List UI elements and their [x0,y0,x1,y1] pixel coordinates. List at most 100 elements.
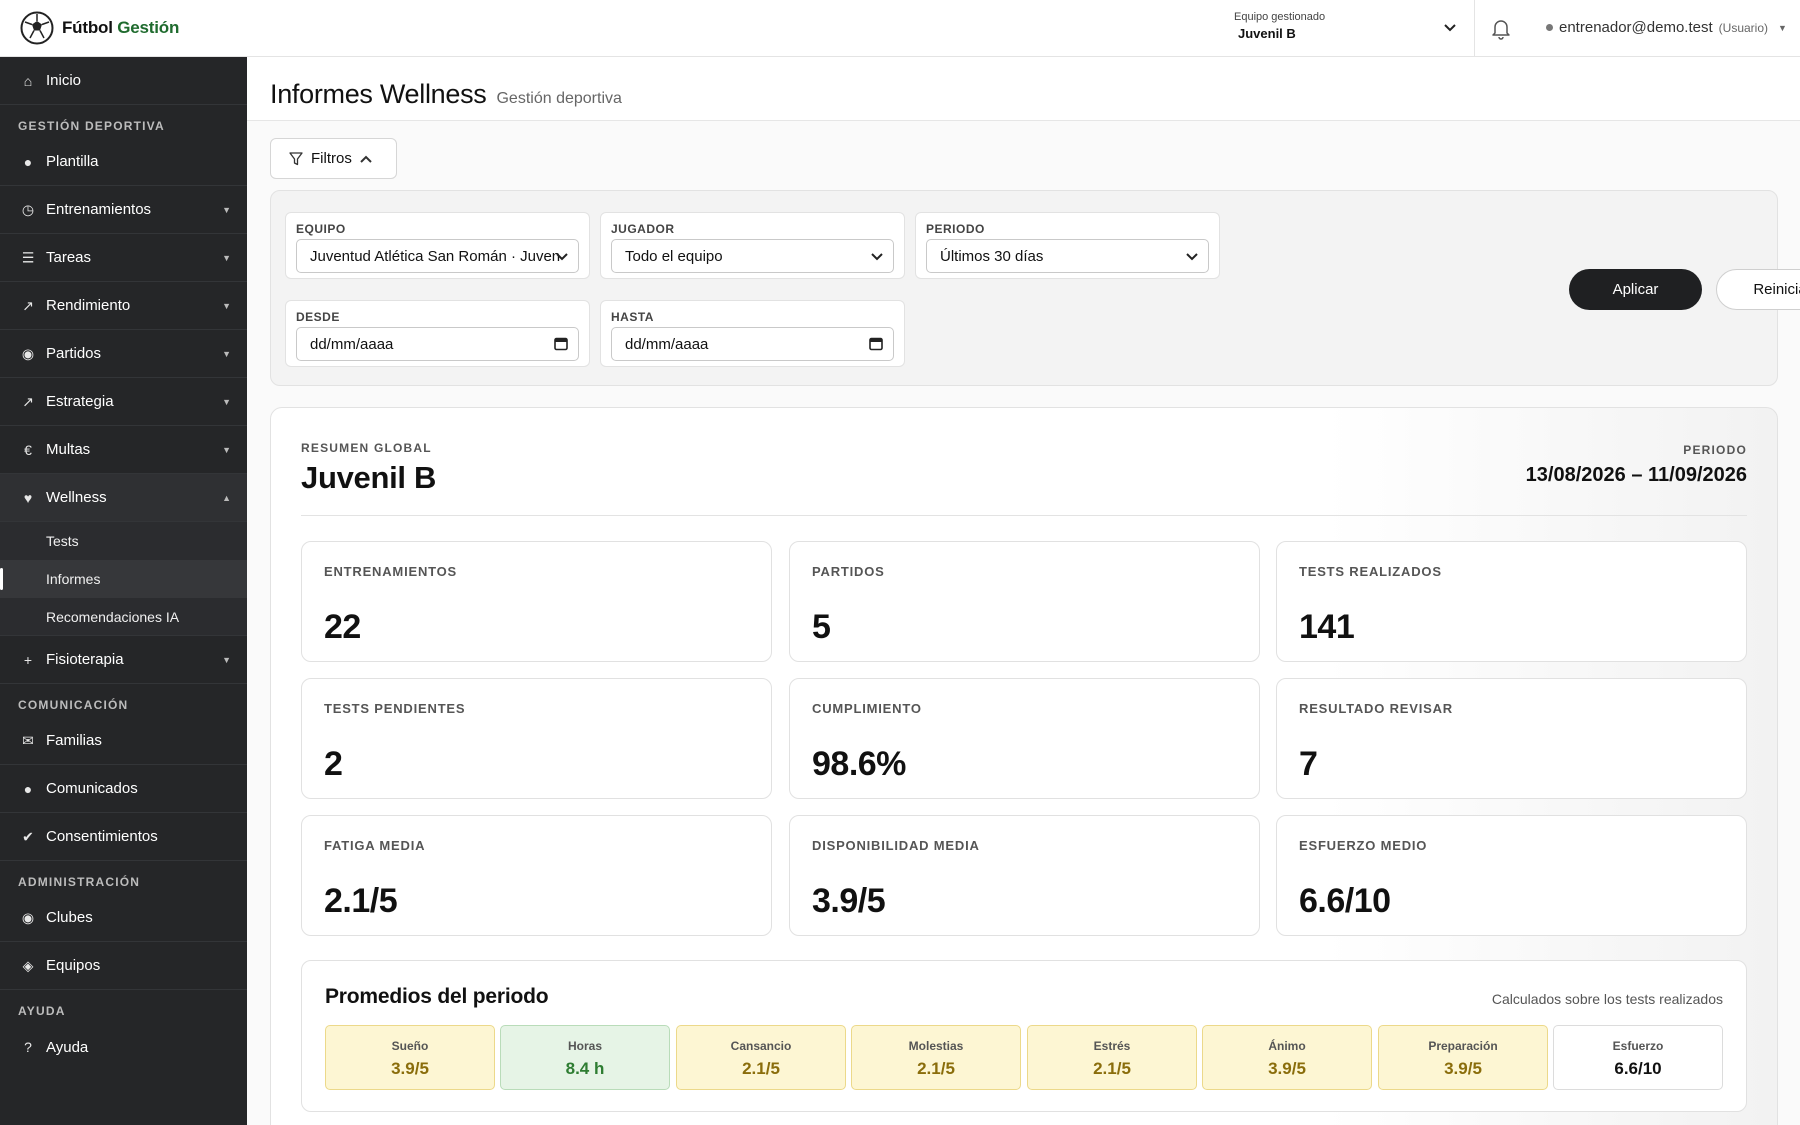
sidebar-item-label: Familias [46,732,102,749]
period-averages-card: Promedios del periodo Calculados sobre l… [301,960,1747,1112]
club-icon: ◉ [21,909,35,925]
sidebar-item-comunicados[interactable]: ● Comunicados [0,765,247,813]
mail-icon: ✉ [22,732,34,748]
sidebar-item-consentimientos[interactable]: ✔ Consentimientos [0,813,247,861]
field-label: EQUIPO [296,222,346,236]
sidebar-item-multas[interactable]: € Multas ▼ [0,426,247,474]
hasta-date-input[interactable]: dd/mm/aaaa [611,327,894,361]
caret-down-icon: ▼ [1778,22,1787,33]
sidebar-item-rendimiento[interactable]: ↗ Rendimiento ▼ [0,282,247,330]
sidebar-item-wellness[interactable]: ♥ Wellness ▲ [0,474,247,522]
sidebar-item-plantilla[interactable]: ● Plantilla [0,138,247,186]
ball-icon: ◉ [21,345,35,361]
desde-date-input[interactable]: dd/mm/aaaa [296,327,579,361]
metric-tile: Preparación 3.9/5 [1378,1025,1548,1090]
field-label: HASTA [611,310,654,324]
sidebar-item-entrenamientos[interactable]: ◷ Entrenamientos ▼ [0,186,247,234]
periodo-select[interactable]: Últimos 30 días [926,239,1209,273]
dot-icon: ● [23,780,33,797]
metric-value: 2.1/5 [917,1059,955,1078]
chevron-down-icon [871,253,883,261]
sidebar-item-clubes[interactable]: ◉ Clubes [0,894,247,942]
user-email: entrenador@demo.test [1559,19,1713,36]
calendar-icon[interactable] [554,336,568,351]
metric-label: Esfuerzo [1612,1039,1664,1053]
stat-label: RESULTADO REVISAR [1299,701,1453,716]
bell-icon[interactable] [1488,16,1514,42]
sidebar-item-inicio[interactable]: ⌂ Inicio [0,57,247,105]
stat-card: RESULTADO REVISAR 7 [1276,678,1747,799]
sidebar-item-fisioterapia[interactable]: + Fisioterapia ▼ [0,636,247,684]
chevron-down-icon: ▼ [222,444,231,455]
page-subtitle: Gestión deportiva [496,90,622,107]
sidebar-item-label: Partidos [46,345,102,362]
summary-kicker: RESUMEN GLOBAL [301,441,432,455]
filters-toggle-button[interactable]: Filtros [270,138,397,179]
trend-arrow-icon: ↗ [22,297,34,313]
metric-value: 3.9/5 [391,1059,429,1078]
filters-panel: EQUIPO Juventud Atlética San Román · Juv… [270,190,1800,386]
stat-value: 141 [1299,608,1355,646]
stat-card: ESFUERZO MEDIO 6.6/10 [1276,815,1747,936]
help-icon: ? [24,1039,32,1055]
managed-team-select[interactable]: Equipo gestionado Juvenil B [1222,0,1475,57]
sidebar-subitem-informes[interactable]: Informes [0,560,247,598]
apply-button[interactable]: Aplicar [1569,269,1702,310]
metric-tile: Cansancio 2.1/5 [676,1025,846,1090]
stat-value: 7 [1299,745,1318,783]
metric-label: Sueño [391,1039,429,1053]
sidebar-item-label: Estrategia [46,393,114,410]
sidebar-item-tareas[interactable]: ☰ Tareas ▼ [0,234,247,282]
sidebar-subitem-tests[interactable]: Tests [0,522,247,560]
top-header: Fútbol Gestión Equipo gestionado Juvenil… [0,0,1800,57]
periodo-select-value: Últimos 30 días [940,247,1044,265]
stat-value: 2 [324,745,343,783]
sidebar-item-estrategia[interactable]: ↗ Estrategia ▼ [0,378,247,426]
summary-team-name: Juvenil B [301,460,437,495]
strategy-arrow-icon: ↗ [22,393,34,409]
clock-icon: ◷ [21,201,35,217]
chevron-up-icon: ▲ [222,492,231,503]
sidebar-item-label: Rendimiento [46,297,131,314]
metric-tile: Sueño 3.9/5 [325,1025,495,1090]
sidebar-item-partidos[interactable]: ◉ Partidos ▼ [0,330,247,378]
metric-tile: Ánimo 3.9/5 [1202,1025,1372,1090]
stat-value: 22 [324,608,361,646]
stat-label: TESTS REALIZADOS [1299,564,1442,579]
metric-tile: Molestias 2.1/5 [851,1025,1021,1090]
metric-tile: Esfuerzo 6.6/10 [1553,1025,1723,1090]
stat-value: 3.9/5 [812,882,886,920]
metric-label: Cansancio [730,1039,792,1053]
sidebar-subitem-recomendaciones[interactable]: Recomendaciones IA [0,598,247,636]
section-ayuda: AYUDA [18,1004,66,1018]
stat-label: ENTRENAMIENTOS [324,564,458,579]
sidebar-item-label: Comunicados [46,780,138,797]
chevron-up-icon [360,155,372,163]
stat-label: PARTIDOS [812,564,885,579]
page-header: Informes Wellness Gestión deportiva [247,57,1800,121]
euro-icon: € [24,441,32,458]
equipo-select[interactable]: Juventud Atlética San Román · Juvenil B [296,239,579,273]
metric-tile: Estrés 2.1/5 [1027,1025,1197,1090]
user-role: (Usuario) [1718,20,1768,35]
managed-team-value: Juvenil B [1238,26,1296,41]
stat-card: ENTRENAMIENTOS 22 [301,541,772,662]
sidebar-item-label: Plantilla [46,153,99,170]
brand[interactable]: Fútbol Gestión [20,10,179,46]
sidebar-item-familias[interactable]: ✉ Familias [0,717,247,765]
metric-label: Ánimo [1268,1039,1306,1053]
sidebar-item-label: Wellness [46,489,107,506]
desde-date-value: dd/mm/aaaa [310,335,394,353]
sidebar-item-ayuda[interactable]: ? Ayuda [0,1023,247,1071]
sidebar-item-equipos[interactable]: ◈ Equipos [0,942,247,990]
hasta-date-value: dd/mm/aaaa [625,335,709,353]
sidebar-item-label: Inicio [46,72,82,89]
reset-button[interactable]: Reiniciar [1716,269,1800,310]
metric-label: Horas [567,1039,602,1053]
sidebar: ⌂ Inicio GESTIÓN DEPORTIVA ● Plantilla ◷… [0,57,247,1125]
calendar-icon[interactable] [869,336,883,351]
check-icon: ✔ [22,828,34,844]
jugador-select[interactable]: Todo el equipo [611,239,894,273]
user-menu[interactable]: entrenador@demo.test (Usuario) ▼ [1546,19,1787,36]
sidebar-item-label: Entrenamientos [46,201,152,218]
